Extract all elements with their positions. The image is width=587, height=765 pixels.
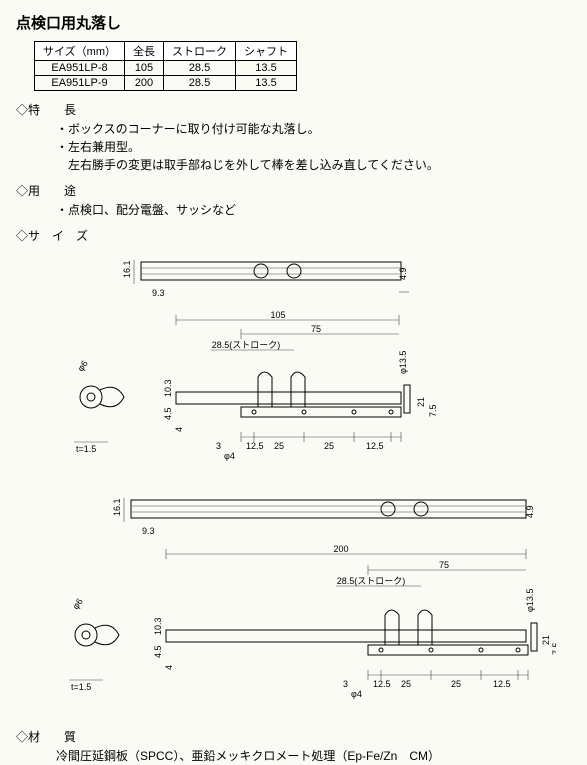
feature-line: 左右勝手の変更は取手部ねじを外して棒を差し込み直してください。 [56, 156, 571, 174]
diagram-1: 16.1 9.3 4.9 105 75 28.5(ストローク) t=1.5 φ6 [46, 252, 571, 482]
svg-text:φ6: φ6 [75, 359, 89, 374]
svg-text:25: 25 [324, 441, 334, 451]
svg-text:25: 25 [401, 679, 411, 689]
heading-size: ◇サ イ ズ [16, 227, 571, 244]
svg-text:28.5(ストローク): 28.5(ストローク) [337, 576, 406, 586]
section-material: ◇材 質 冷間圧延鋼板（SPCC）、亜鉛メッキクロメート処理（Ep-Fe/Zn … [16, 728, 571, 765]
cell-model: EA951LP-9 [35, 76, 125, 91]
svg-text:16.1: 16.1 [112, 498, 122, 516]
svg-text:φ6: φ6 [70, 597, 84, 612]
svg-text:21: 21 [416, 397, 426, 407]
svg-text:10.3: 10.3 [153, 617, 163, 635]
svg-text:75: 75 [439, 560, 449, 570]
svg-text:9.3: 9.3 [152, 288, 165, 298]
table-row: EA951LP-9 200 28.5 13.5 [35, 76, 297, 91]
cell-shaft: 13.5 [236, 76, 297, 91]
svg-text:200: 200 [333, 544, 348, 554]
svg-text:4: 4 [164, 665, 174, 670]
section-usage: ◇用 途 ・点検口、配分電盤、サッシなど [16, 182, 571, 219]
page-title: 点検口用丸落し [16, 12, 571, 33]
feature-line: ・左右兼用型。 [56, 138, 571, 156]
cell-stroke: 28.5 [164, 76, 236, 91]
svg-text:φ4: φ4 [351, 689, 362, 699]
th-shaft: シャフト [236, 42, 297, 61]
svg-text:28.5(ストローク): 28.5(ストローク) [212, 340, 281, 350]
usage-line: ・点検口、配分電盤、サッシなど [56, 201, 571, 219]
section-features: ◇特 長 ・ボックスのコーナーに取り付け可能な丸落し。 ・左右兼用型。 左右勝手… [16, 101, 571, 174]
heading-features: ◇特 長 [16, 101, 571, 118]
svg-text:12.5: 12.5 [493, 679, 511, 689]
feature-line: ・ボックスのコーナーに取り付け可能な丸落し。 [56, 120, 571, 138]
svg-text:12.5: 12.5 [373, 679, 391, 689]
svg-text:7.5: 7.5 [428, 404, 438, 417]
cell-length: 200 [125, 76, 164, 91]
svg-text:φ13.5: φ13.5 [525, 589, 535, 612]
cell-length: 105 [125, 61, 164, 76]
svg-text:75: 75 [311, 324, 321, 334]
svg-text:4.5: 4.5 [163, 407, 173, 420]
table-row: EA951LP-8 105 28.5 13.5 [35, 61, 297, 76]
svg-text:φ13.5: φ13.5 [398, 351, 408, 374]
section-size: ◇サ イ ズ [16, 227, 571, 244]
svg-text:105: 105 [270, 310, 285, 320]
material-body: 冷間圧延鋼板（SPCC）、亜鉛メッキクロメート処理（Ep-Fe/Zn CM） [44, 747, 571, 765]
svg-text:12.5: 12.5 [366, 441, 384, 451]
diagram-2: 16.1 9.3 4.9 200 75 28.5(ストローク) t=1.5 φ6… [46, 490, 571, 720]
svg-text:φ4: φ4 [224, 451, 235, 461]
svg-text:t=1.5: t=1.5 [76, 444, 96, 454]
svg-text:3: 3 [343, 679, 348, 689]
svg-text:4.9: 4.9 [398, 267, 408, 280]
th-size: サイズ（mm） [35, 42, 125, 61]
svg-text:21: 21 [541, 635, 551, 645]
usage-body: ・点検口、配分電盤、サッシなど [56, 201, 571, 219]
heading-usage: ◇用 途 [16, 182, 571, 199]
th-stroke: ストローク [164, 42, 236, 61]
cell-stroke: 28.5 [164, 61, 236, 76]
svg-text:4.5: 4.5 [153, 645, 163, 658]
svg-text:3: 3 [216, 441, 221, 451]
svg-text:12.5: 12.5 [246, 441, 264, 451]
cell-model: EA951LP-8 [35, 61, 125, 76]
material-line: 冷間圧延鋼板（SPCC）、亜鉛メッキクロメート処理（Ep-Fe/Zn CM） [44, 747, 571, 765]
cell-shaft: 13.5 [236, 61, 297, 76]
heading-material: ◇材 質 [16, 728, 571, 745]
spec-table: サイズ（mm） 全長 ストローク シャフト EA951LP-8 105 28.5… [34, 41, 297, 91]
svg-text:25: 25 [274, 441, 284, 451]
svg-text:9.3: 9.3 [142, 526, 155, 536]
svg-text:25: 25 [451, 679, 461, 689]
svg-text:4.9: 4.9 [525, 505, 535, 518]
th-length: 全長 [125, 42, 164, 61]
svg-text:t=1.5: t=1.5 [71, 682, 91, 692]
svg-text:16.1: 16.1 [122, 260, 132, 278]
svg-text:7.5: 7.5 [551, 642, 556, 655]
table-header-row: サイズ（mm） 全長 ストローク シャフト [35, 42, 297, 61]
features-body: ・ボックスのコーナーに取り付け可能な丸落し。 ・左右兼用型。 左右勝手の変更は取… [56, 120, 571, 174]
svg-text:4: 4 [174, 427, 184, 432]
svg-text:10.3: 10.3 [163, 379, 173, 397]
